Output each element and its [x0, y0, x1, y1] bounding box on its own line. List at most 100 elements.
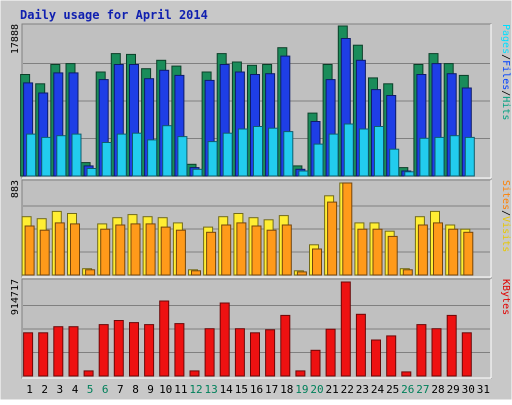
- bar-sites: [191, 270, 201, 276]
- max-value-label: 914717: [10, 279, 21, 315]
- bar-pages: [283, 131, 294, 177]
- x-tick-label: 17: [265, 383, 278, 396]
- bar-kbytes: [204, 328, 215, 377]
- bar-sites: [70, 223, 80, 276]
- legend-entry: KBytes: [500, 279, 511, 315]
- bar-pages: [116, 133, 127, 177]
- series-legend: Sites/Visits: [500, 180, 511, 252]
- bar-pages: [132, 132, 142, 177]
- bar-pages: [222, 132, 233, 177]
- legend-entry: Pages: [500, 24, 511, 54]
- bar-pages: [26, 133, 37, 177]
- bar-pages: [177, 136, 188, 177]
- x-tick-label: 14: [220, 383, 234, 396]
- x-tick-label: 3: [56, 383, 63, 396]
- bar-sites: [236, 222, 247, 276]
- bar-kbytes: [113, 320, 124, 377]
- bar-pages: [434, 136, 445, 177]
- x-tick-label: 18: [280, 383, 293, 396]
- bar-sites: [221, 224, 232, 276]
- bar-kbytes: [83, 370, 94, 377]
- x-tick-label: 1: [26, 383, 33, 396]
- x-tick-label: 27: [416, 383, 429, 396]
- x-tick-label: 8: [132, 383, 139, 396]
- x-tick-label: 21: [325, 383, 338, 396]
- bar-sites: [100, 228, 111, 276]
- series-sites: [24, 182, 474, 276]
- bar-kbytes: [446, 314, 457, 377]
- x-tick-label: 23: [356, 383, 369, 396]
- bar-sites: [312, 248, 322, 276]
- x-tick-label: 2: [41, 383, 48, 396]
- bar-kbytes: [98, 324, 109, 377]
- bar-sites: [448, 228, 459, 276]
- series-pages: [26, 123, 475, 177]
- bar-sites: [463, 231, 474, 276]
- x-tick-label: 19: [295, 383, 308, 396]
- bar-pages: [419, 137, 430, 177]
- bar-sites: [433, 222, 443, 276]
- panel-kbytes: 914717 KBytes: [10, 278, 511, 379]
- bar-pages: [343, 123, 354, 177]
- bar-kbytes: [386, 335, 397, 377]
- x-tick-label: 25: [386, 383, 399, 396]
- bar-sites: [327, 201, 338, 276]
- bar-kbytes: [174, 323, 185, 377]
- bar-kbytes: [371, 339, 381, 377]
- bar-sites: [39, 229, 50, 276]
- bar-pages: [207, 141, 218, 177]
- bar-sites: [417, 224, 428, 276]
- bar-sites: [130, 223, 141, 276]
- x-tick-label: 13: [204, 383, 217, 396]
- x-tick-label: 10: [159, 383, 172, 396]
- series-legend: KBytes: [500, 279, 511, 315]
- bar-kbytes: [189, 370, 200, 377]
- bar-sites: [175, 229, 186, 276]
- bar-kbytes: [280, 314, 291, 377]
- x-tick-label: 31: [477, 383, 490, 396]
- bar-sites: [54, 222, 65, 276]
- x-tick-label: 26: [401, 383, 414, 396]
- x-tick-label: 15: [235, 383, 248, 396]
- bar-kbytes: [265, 329, 276, 377]
- bar-pages: [41, 136, 52, 177]
- x-tick-label: 7: [117, 383, 124, 396]
- bar-sites: [372, 228, 383, 276]
- bar-pages: [358, 128, 369, 177]
- bar-kbytes: [38, 332, 49, 377]
- x-tick-label: 12: [189, 383, 202, 396]
- bar-kbytes: [325, 328, 336, 377]
- legend-entry: /: [500, 210, 511, 216]
- bar-kbytes: [431, 328, 442, 377]
- bar-kbytes: [68, 326, 79, 377]
- legend-entry: Files: [500, 60, 511, 90]
- bar-pages: [162, 125, 173, 177]
- bar-pages: [404, 171, 415, 177]
- bar-pages: [86, 168, 97, 177]
- chart-title: Daily usage for April 2014: [20, 8, 208, 22]
- bar-pages: [71, 133, 82, 177]
- bar-sites: [342, 182, 353, 276]
- bar-sites: [115, 224, 126, 276]
- bar-kbytes: [234, 328, 245, 377]
- panel-pages-files-hits: 17888 Pages/Files/Hits: [10, 23, 511, 179]
- x-tick-label: 4: [72, 383, 79, 396]
- bar-sites: [296, 271, 307, 276]
- legend-entry: /: [500, 90, 511, 96]
- max-value-label: 17888: [10, 24, 21, 54]
- bar-sites: [24, 225, 35, 276]
- x-tick-label: 20: [310, 383, 323, 396]
- bar-sites: [206, 231, 217, 276]
- bar-kbytes: [340, 281, 351, 377]
- bar-sites: [160, 226, 171, 276]
- panel-sites-visits: 883 Sites/Visits: [10, 179, 511, 278]
- series-kbytes: [23, 281, 472, 377]
- x-tick-label: 9: [147, 383, 154, 396]
- bar-kbytes: [355, 313, 366, 377]
- bar-pages: [328, 133, 339, 177]
- x-tick-label: 24: [371, 383, 385, 396]
- bar-pages: [253, 126, 263, 177]
- bar-sites: [85, 269, 96, 276]
- legend-entry: Hits: [500, 96, 511, 120]
